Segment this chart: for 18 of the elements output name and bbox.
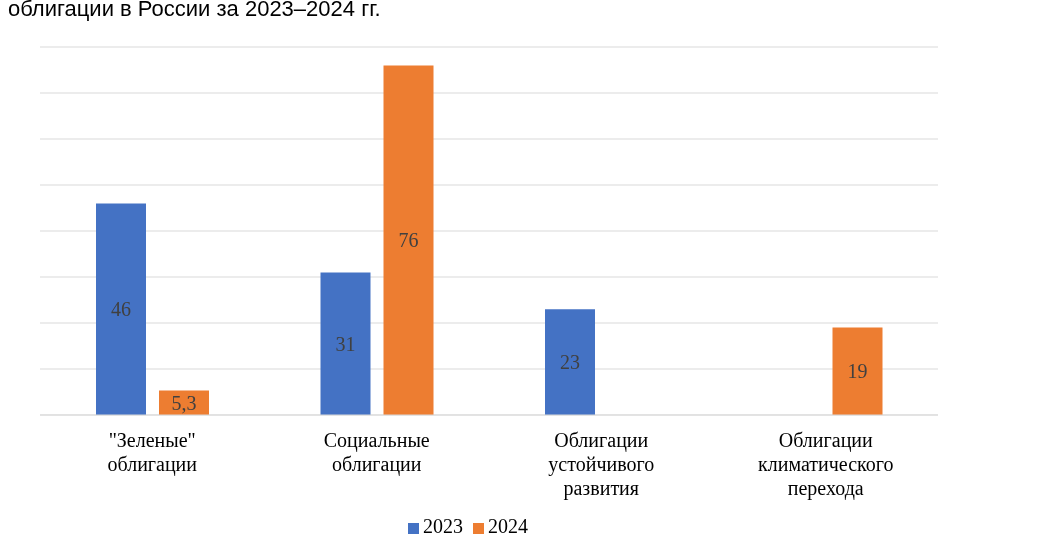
data-label: 23 (560, 351, 580, 374)
x-tick-label: "Зеленые" облигации (107, 429, 198, 476)
data-label: 31 (335, 332, 356, 355)
data-label: 19 (847, 360, 868, 383)
legend-label: 2023 (423, 515, 463, 537)
x-tick-label: Облигации устойчивого развития (548, 429, 655, 500)
data-label: 5,3 (171, 391, 197, 414)
bar (545, 309, 595, 415)
data-label: 76 (398, 229, 419, 252)
chart-title: облигации в России за 2023–2024 гг. (8, 0, 381, 22)
bar (320, 272, 371, 415)
data-label: 46 (111, 298, 131, 321)
bar (383, 65, 434, 415)
bar (96, 203, 146, 415)
legend-label: 2024 (488, 515, 528, 537)
x-tick-label: Социальные облигации (323, 429, 430, 476)
x-tick-label: Облигации климатического перехода (758, 429, 894, 500)
bar (832, 327, 883, 415)
